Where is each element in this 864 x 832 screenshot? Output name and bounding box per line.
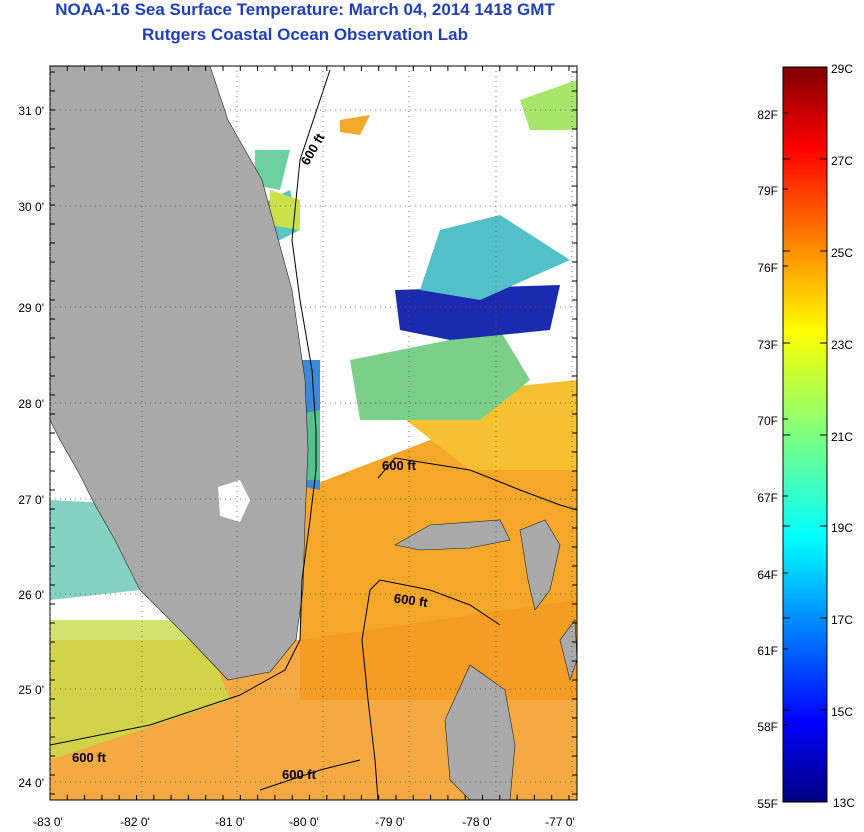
lon-label: -78 0' bbox=[462, 815, 492, 829]
lake-okeechobee bbox=[218, 480, 250, 522]
florida-peninsula bbox=[50, 66, 309, 681]
lat-label: 24 0' bbox=[18, 776, 44, 790]
colorbar-celsius-label: 17C bbox=[831, 613, 853, 627]
axis-ticks bbox=[49, 66, 577, 800]
colorbar-fahrenheit-label: 64F bbox=[757, 568, 778, 582]
lon-label: -79 0' bbox=[375, 815, 405, 829]
colorbar-celsius-label: 13C bbox=[833, 796, 855, 810]
contour-label: 600 ft bbox=[72, 750, 107, 765]
lat-label: 31 0' bbox=[18, 104, 44, 118]
eleuthera-island bbox=[559, 619, 577, 682]
contour-label: 600 ft bbox=[393, 590, 429, 610]
map-title: NOAA-16 Sea Surface Temperature: March 0… bbox=[55, 0, 555, 19]
colorbar-fahrenheit-label: 67F bbox=[757, 491, 778, 505]
colorbar-fahrenheit-label: 76F bbox=[757, 261, 778, 275]
colorbar-fahrenheit-label: 58F bbox=[757, 720, 778, 734]
contour-label: 600 ft bbox=[298, 130, 328, 167]
contour-label: 600 ft bbox=[382, 458, 417, 473]
colorbar-fahrenheit-label: 79F bbox=[757, 184, 778, 198]
colorbar-ticks bbox=[783, 66, 827, 803]
lon-label: -81 0' bbox=[215, 815, 245, 829]
colorbar-celsius-label: 27C bbox=[831, 154, 853, 168]
depth-contours bbox=[50, 69, 577, 800]
map-subtitle: Rutgers Coastal Ocean Observation Lab bbox=[142, 25, 468, 44]
colorbar-celsius-label: 29C bbox=[831, 62, 853, 76]
colorbar-celsius-label: 23C bbox=[831, 338, 853, 352]
contour-label: 600 ft bbox=[282, 767, 317, 782]
lon-label: -83 0' bbox=[33, 815, 63, 829]
lat-label: 26 0' bbox=[18, 588, 44, 602]
lon-label: -82 0' bbox=[120, 815, 150, 829]
lat-label: 27 0' bbox=[18, 493, 44, 507]
lon-label: -80 0' bbox=[289, 815, 319, 829]
colorbar bbox=[782, 66, 828, 803]
colorbar-celsius-label: 15C bbox=[831, 705, 853, 719]
lat-label: 25 0' bbox=[18, 683, 44, 697]
abaco-island bbox=[519, 519, 561, 611]
colorbar-fahrenheit-label: 82F bbox=[757, 108, 778, 122]
colorbar-fahrenheit-label: 55F bbox=[757, 797, 778, 811]
colorbar-celsius-label: 21C bbox=[831, 430, 853, 444]
lat-label: 28 0' bbox=[18, 397, 44, 411]
lon-label: -77 0' bbox=[545, 815, 575, 829]
colorbar-fahrenheit-label: 73F bbox=[757, 338, 778, 352]
grand-bahama bbox=[394, 519, 511, 551]
lat-label: 29 0' bbox=[18, 301, 44, 315]
colorbar-celsius-label: 25C bbox=[831, 246, 853, 260]
colorbar-fahrenheit-label: 61F bbox=[757, 644, 778, 658]
colorbar-fahrenheit-label: 70F bbox=[757, 414, 778, 428]
andros-island bbox=[444, 664, 516, 800]
lat-label: 30 0' bbox=[18, 200, 44, 214]
colorbar-celsius-label: 19C bbox=[831, 521, 853, 535]
